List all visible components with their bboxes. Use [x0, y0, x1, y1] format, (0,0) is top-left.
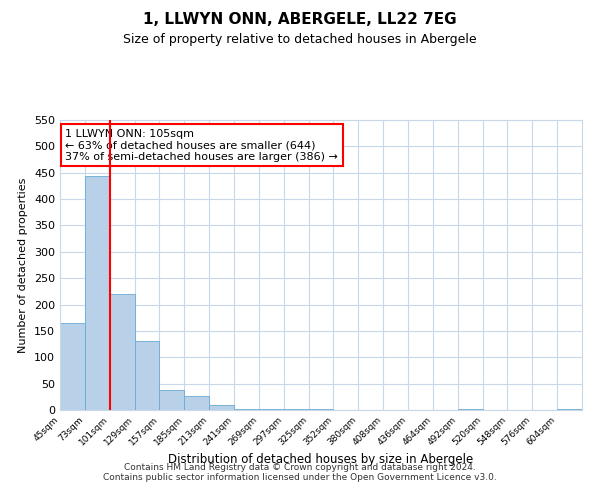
- Bar: [85, 176, 110, 410]
- Bar: [184, 396, 209, 410]
- Bar: [134, 342, 160, 410]
- Text: 1 LLWYN ONN: 105sqm
← 63% of detached houses are smaller (644)
37% of semi-detac: 1 LLWYN ONN: 105sqm ← 63% of detached ho…: [65, 128, 338, 162]
- Bar: [209, 404, 234, 410]
- Bar: [110, 294, 134, 410]
- Bar: [160, 390, 184, 410]
- Bar: [234, 409, 259, 410]
- X-axis label: Distribution of detached houses by size in Abergele: Distribution of detached houses by size …: [169, 452, 473, 466]
- Text: Size of property relative to detached houses in Abergele: Size of property relative to detached ho…: [123, 32, 477, 46]
- Y-axis label: Number of detached properties: Number of detached properties: [19, 178, 28, 352]
- Bar: [60, 323, 85, 410]
- Text: 1, LLWYN ONN, ABERGELE, LL22 7EG: 1, LLWYN ONN, ABERGELE, LL22 7EG: [143, 12, 457, 28]
- Text: Contains HM Land Registry data © Crown copyright and database right 2024.
Contai: Contains HM Land Registry data © Crown c…: [103, 463, 497, 482]
